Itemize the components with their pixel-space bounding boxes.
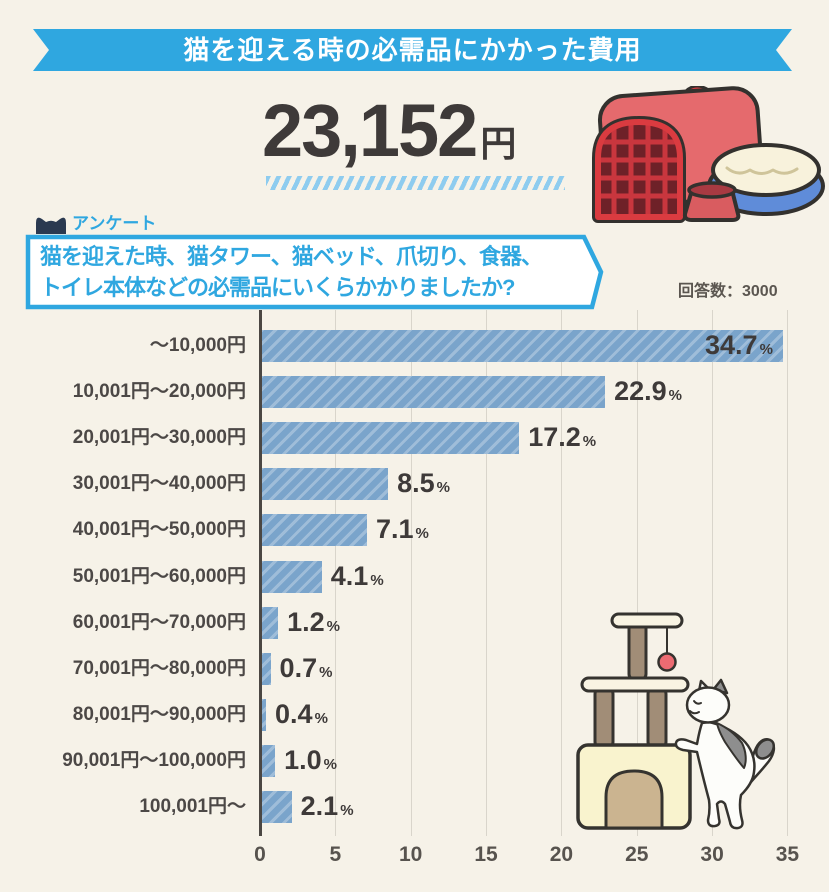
- bar-value-label: 2.1%: [300, 791, 354, 821]
- survey-tag-label: アンケート: [72, 214, 157, 233]
- bar-value-label: 0.4%: [275, 698, 328, 729]
- bar: [260, 606, 279, 639]
- grid-line: [561, 310, 563, 836]
- bar-value-label: 1.0%: [284, 744, 337, 775]
- title-ribbon: 猫を迎える時の必需品にかかった費用: [33, 29, 792, 71]
- average-cost: 23,152 円: [262, 88, 516, 173]
- cat-tower-with-cat-illustration: [576, 612, 776, 830]
- grid-line: [486, 310, 488, 836]
- average-cost-value: 23,152: [262, 89, 478, 172]
- page-title: 猫を迎える時の必需品にかかった費用: [183, 35, 642, 65]
- bar-category-label: ～10,000円: [149, 335, 246, 356]
- bar: [260, 468, 389, 501]
- bar-category-label: 70,001円～80,000円: [72, 657, 246, 679]
- bar-value-label: 7.1%: [375, 514, 429, 545]
- bar: [260, 744, 276, 777]
- x-tick-label: 0: [254, 843, 266, 866]
- bar-category-label: 10,001円～20,000円: [72, 381, 246, 403]
- survey-tag: アンケート: [35, 214, 156, 234]
- x-tick-label: 5: [329, 843, 342, 866]
- bar: [260, 376, 606, 409]
- x-tick-label: 30: [700, 843, 724, 866]
- bar: [260, 560, 322, 593]
- bar: [260, 422, 520, 455]
- responses-count: 回答数：3000: [678, 283, 778, 300]
- grid-line: [636, 310, 638, 836]
- bar-category-label: 20,001円～30,000円: [72, 427, 246, 449]
- grid-line: [787, 310, 789, 836]
- bar-value-label: 34.7%: [705, 330, 773, 360]
- grid-line: [410, 310, 412, 836]
- bar-category-label: 80,001円～90,000円: [72, 703, 246, 725]
- bar-category-label: 50,001円～60,000円: [72, 565, 246, 587]
- cat-carrier-bed-bowl-illustration: [592, 86, 825, 223]
- bar: [260, 791, 292, 823]
- bar-category-label: 60,001円～70,000円: [72, 611, 246, 633]
- bar: [260, 698, 267, 731]
- hatched-underline: [266, 176, 565, 190]
- bar-category-label: 40,001円～50,000円: [72, 519, 246, 541]
- bar-value-label: 1.2%: [287, 606, 340, 637]
- bar-category-label: 90,001円～100,000円: [62, 749, 246, 771]
- cat-head-icon: [36, 217, 66, 234]
- question-box: [25, 234, 604, 310]
- x-tick-label: 35: [775, 843, 800, 866]
- bar-value-label: 8.5%: [397, 468, 450, 499]
- bar-value-label: 4.1%: [330, 560, 384, 591]
- bar-value-label: 22.9%: [614, 376, 682, 407]
- average-cost-unit: 円: [480, 123, 517, 164]
- x-tick-label: 10: [399, 843, 423, 866]
- bar-value-label: 17.2%: [528, 422, 597, 453]
- grid-line: [712, 310, 714, 836]
- grid-line: [335, 310, 337, 836]
- bar: [260, 514, 367, 547]
- x-tick-label: 15: [474, 843, 498, 866]
- question-line-2: トイレ本体などの必需品にいくらかかりましたか?: [40, 275, 515, 300]
- question-text: 猫を迎えた時、猫タワー、猫ベッド、爪切り、食器、 トイレ本体などの必需品にいくら…: [40, 241, 592, 303]
- bar: [260, 652, 271, 685]
- x-tick-label: 25: [625, 843, 649, 866]
- bar-category-label: 30,001円～40,000円: [72, 473, 246, 495]
- question-line-1: 猫を迎えた時、猫タワー、猫ベッド、爪切り、食器、: [40, 244, 543, 269]
- bar: [260, 330, 783, 362]
- x-tick-label: 20: [549, 843, 574, 866]
- y-axis-line: [259, 310, 262, 836]
- bar-category-label: 100,001円～: [139, 796, 246, 817]
- bar-value-label: 0.7%: [279, 652, 333, 683]
